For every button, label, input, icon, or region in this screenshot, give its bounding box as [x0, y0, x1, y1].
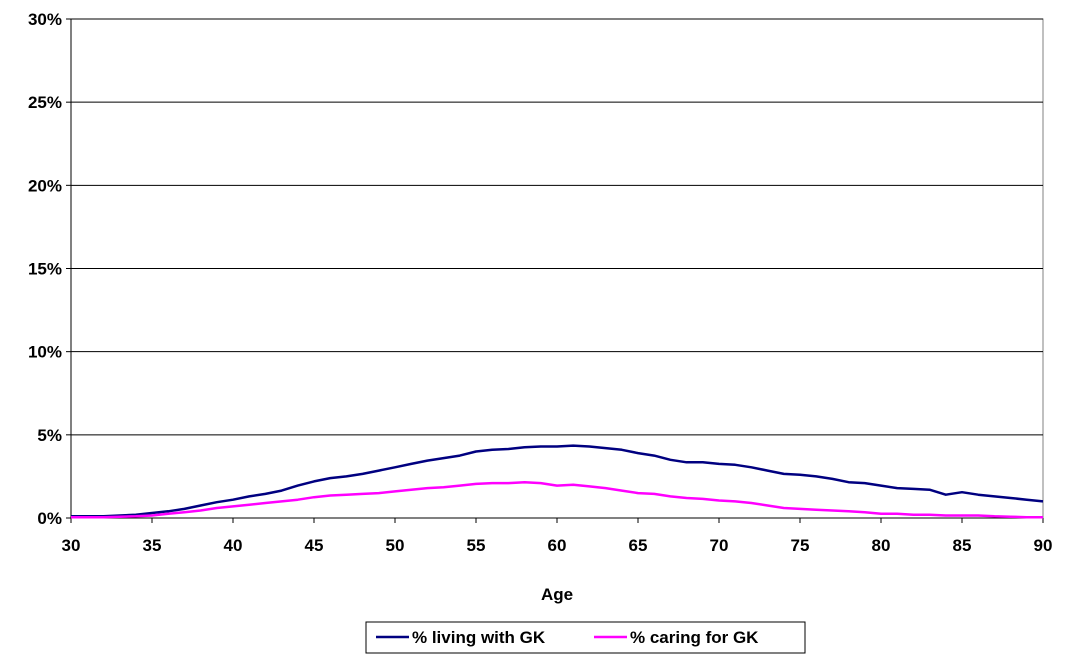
x-tick-label: 65: [629, 536, 648, 555]
legend-label-living: % living with GK: [412, 628, 546, 647]
x-axis-title: Age: [541, 585, 573, 604]
series-line-living-with-gk: [71, 444, 1044, 518]
x-tick-label: 70: [710, 536, 729, 555]
x-tick-label: 30: [62, 536, 81, 555]
y-tick-label: 20%: [28, 176, 62, 195]
legend-box: [365, 621, 806, 654]
x-tick-label: 40: [224, 536, 243, 555]
series-lines: [71, 444, 1044, 519]
legend: % living with GK % caring for GK: [365, 621, 806, 654]
x-tick-label: 90: [1034, 536, 1053, 555]
y-tick-label: 30%: [28, 10, 62, 29]
x-tick-label: 45: [305, 536, 324, 555]
x-tick-label: 55: [467, 536, 486, 555]
legend-label-caring: % caring for GK: [630, 628, 759, 647]
series-line-caring-for-gk: [71, 480, 1043, 519]
x-tick-label: 75: [791, 536, 810, 555]
x-tick-label: 50: [386, 536, 405, 555]
x-axis-ticks: 30 35 40 45 50 55 60 65 70 75 80 85 90: [62, 518, 1053, 555]
y-tick-label: 5%: [37, 426, 62, 445]
x-tick-label: 85: [953, 536, 972, 555]
x-tick-label: 60: [548, 536, 567, 555]
y-tick-label: 15%: [28, 260, 62, 279]
y-tick-label: 0%: [37, 509, 62, 528]
y-axis-ticks: 0% 5% 10% 15% 20% 25% 30%: [28, 10, 71, 528]
y-tick-label: 25%: [28, 93, 62, 112]
y-tick-label: 10%: [28, 343, 62, 362]
x-tick-label: 80: [872, 536, 891, 555]
gridlines: [71, 18, 1043, 436]
x-tick-label: 35: [143, 536, 162, 555]
